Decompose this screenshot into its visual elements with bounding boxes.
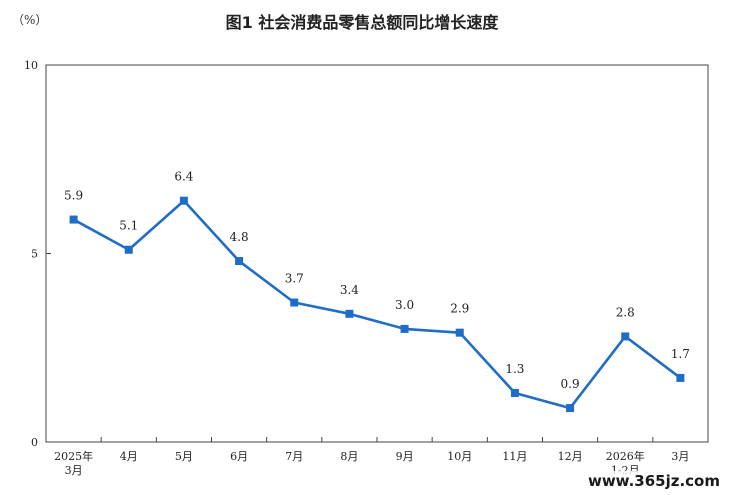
data-point (124, 245, 133, 254)
series-markers (69, 196, 685, 413)
data-point (179, 196, 188, 205)
chart-title: 图1 社会消费品零售总额同比增长速度 (226, 13, 500, 32)
x-tick-label: 4月 (120, 450, 138, 463)
x-tick-label: 3月 (671, 450, 689, 463)
x-tick-label: 8月 (340, 450, 358, 463)
x-tick-label: 10月 (447, 450, 472, 463)
data-point (345, 309, 354, 318)
x-tick-label: 2025年 3月 (54, 449, 93, 477)
data-label: 2.9 (450, 302, 469, 316)
data-point (676, 373, 685, 382)
y-tick-label: 10 (24, 59, 38, 72)
plot-area (45, 64, 709, 443)
data-point (290, 298, 299, 307)
data-point (69, 215, 78, 224)
y-axis: 0 5 10 (24, 59, 51, 449)
x-tick-label: 11月 (502, 450, 527, 463)
data-point (400, 324, 409, 333)
series-line (72, 199, 682, 410)
x-tick-label: 6月 (230, 450, 248, 463)
data-point (235, 257, 244, 266)
watermark: www.365jz.com (583, 471, 724, 491)
data-label: 2.8 (616, 305, 635, 319)
data-label: 6.4 (174, 170, 193, 184)
data-label: 0.9 (561, 377, 580, 391)
y-unit-label: （%） (12, 13, 47, 27)
x-tick-label: 9月 (396, 450, 414, 463)
data-point (621, 332, 630, 341)
data-point (566, 404, 575, 413)
data-label: 5.9 (64, 189, 83, 203)
data-label: 5.1 (119, 219, 138, 233)
x-tick-label: 12月 (558, 450, 583, 463)
x-axis: 2025年3月4月5月6月7月8月9月10月11月12月2026年1-2月3月 (54, 437, 689, 477)
data-label: 3.4 (340, 283, 359, 297)
data-labels: 5.9 5.1 6.4 4.8 3.7 3.4 3.0 2.9 1.3 0.9 2.8 1.7 (64, 170, 690, 391)
y-tick-label: 0 (31, 436, 38, 449)
data-label: 1.3 (505, 362, 524, 376)
x-tick-label: 5月 (175, 450, 193, 463)
data-label: 3.0 (395, 298, 414, 312)
data-point (455, 328, 464, 337)
data-label: 3.7 (285, 272, 304, 286)
data-label: 1.7 (671, 347, 690, 361)
x-tick-label: 7月 (285, 450, 303, 463)
data-point (510, 388, 519, 397)
data-label: 4.8 (230, 230, 249, 244)
y-tick-label: 5 (31, 248, 38, 261)
